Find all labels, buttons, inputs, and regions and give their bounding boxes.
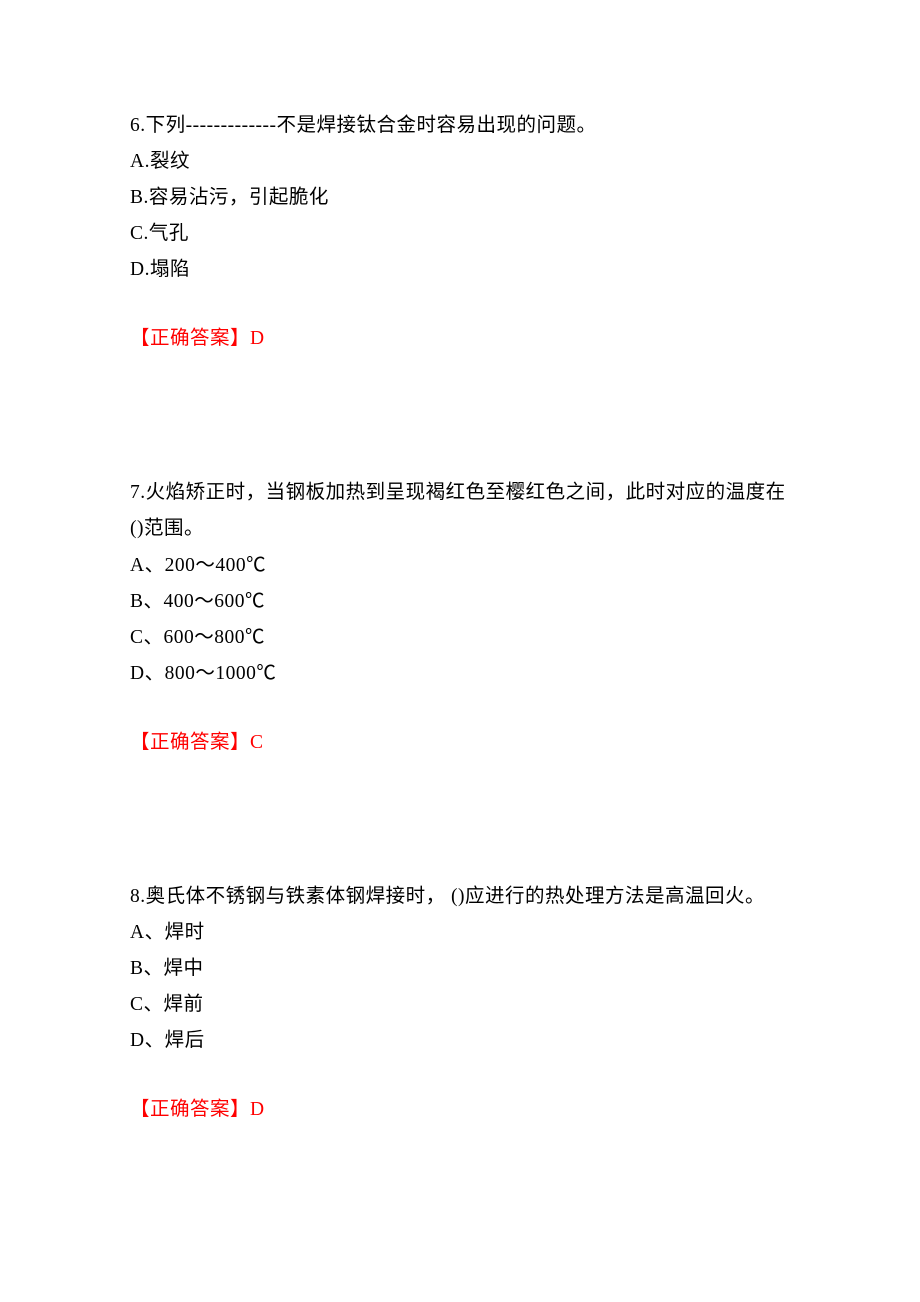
document-content: 6.下列-------------不是焊接钛合金时容易出现的问题。 A.裂纹 B…: [0, 0, 920, 1128]
option-a: A.裂纹: [130, 144, 790, 180]
answer-label: 【正确答案】: [130, 328, 250, 349]
answer-value: D: [250, 1099, 265, 1120]
option-c: C.气孔: [130, 216, 790, 252]
question-number: 6.: [130, 115, 146, 136]
option-c: C、焊前: [130, 987, 790, 1023]
option-a: A、焊时: [130, 915, 790, 951]
answer-line: 【正确答案】D: [130, 321, 790, 357]
answer-line: 【正确答案】C: [130, 725, 790, 761]
question-text-content: 奥氏体不锈钢与铁素体钢焊接时， ()应进行的热处理方法是高温回火。: [146, 886, 765, 907]
question-number: 7.: [130, 482, 146, 503]
option-c: C、600～800℃: [130, 620, 790, 656]
question-stem: 6.下列-------------不是焊接钛合金时容易出现的问题。: [130, 108, 790, 144]
answer-label: 【正确答案】: [130, 1099, 250, 1120]
answer-value: C: [250, 732, 264, 753]
option-d: D、800～1000℃: [130, 656, 790, 692]
answer-line: 【正确答案】D: [130, 1092, 790, 1128]
question-stem: 7.火焰矫正时，当钢板加热到呈现褐红色至樱红色之间，此时对应的温度在()范围。: [130, 475, 790, 547]
question-text-content: 下列-------------不是焊接钛合金时容易出现的问题。: [146, 115, 597, 136]
question-stem: 8.奥氏体不锈钢与铁素体钢焊接时， ()应进行的热处理方法是高温回火。: [130, 879, 790, 915]
option-b: B.容易沾污，引起脆化: [130, 180, 790, 216]
answer-value: D: [250, 328, 265, 349]
answer-label: 【正确答案】: [130, 732, 250, 753]
question-block-6: 6.下列-------------不是焊接钛合金时容易出现的问题。 A.裂纹 B…: [130, 108, 790, 357]
option-b: B、焊中: [130, 951, 790, 987]
option-d: D.塌陷: [130, 252, 790, 288]
question-block-7: 7.火焰矫正时，当钢板加热到呈现褐红色至樱红色之间，此时对应的温度在()范围。 …: [130, 475, 790, 760]
option-d: D、焊后: [130, 1023, 790, 1059]
question-text-content: 火焰矫正时，当钢板加热到呈现褐红色至樱红色之间，此时对应的温度在()范围。: [130, 482, 786, 539]
option-a: A、200～400℃: [130, 548, 790, 584]
question-block-8: 8.奥氏体不锈钢与铁素体钢焊接时， ()应进行的热处理方法是高温回火。 A、焊时…: [130, 879, 790, 1128]
option-b: B、400～600℃: [130, 584, 790, 620]
question-number: 8.: [130, 886, 146, 907]
